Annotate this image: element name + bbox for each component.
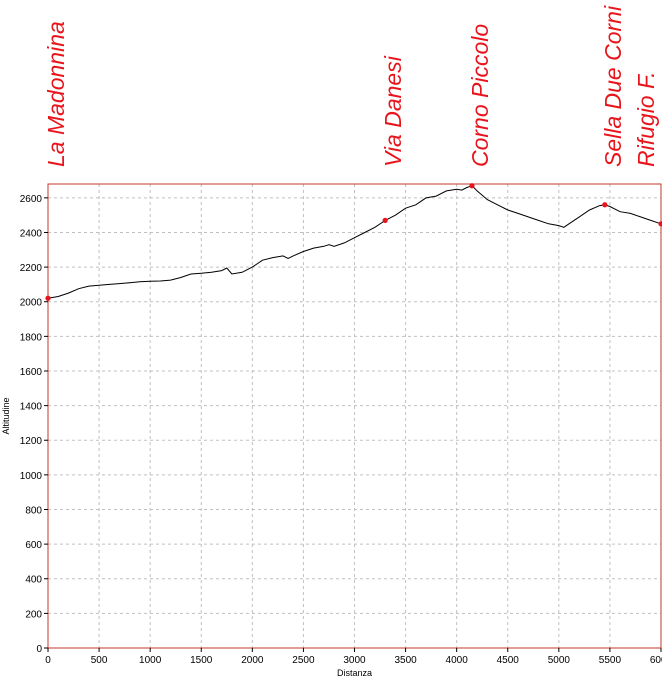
- x-tick-label: 2500: [292, 655, 315, 666]
- x-tick-label: 6000: [650, 655, 662, 666]
- elevation-line: [47, 185, 662, 299]
- y-tick-label: 2000: [20, 298, 43, 309]
- x-tick-label: 5000: [548, 655, 571, 666]
- x-tick-label: 0: [45, 655, 51, 666]
- y-axis-title: Altitudine: [1, 397, 11, 434]
- x-tick-label: 4000: [446, 655, 469, 666]
- y-tick-label: 1600: [20, 367, 43, 378]
- waypoint-marker: [602, 202, 608, 208]
- waypoint-markers: [45, 183, 662, 301]
- x-tick-label: 3500: [394, 655, 417, 666]
- y-tick-label: 2600: [20, 194, 43, 205]
- waypoint-label: La Madonnina: [43, 21, 69, 167]
- x-axis-title: Distanza: [337, 668, 372, 678]
- y-tick-label: 0: [36, 644, 42, 655]
- y-tick-label: 200: [25, 609, 42, 620]
- waypoint-label: Rifugio F.: [633, 72, 659, 167]
- chart-grid: [48, 184, 661, 648]
- y-tick-label: 1000: [20, 471, 43, 482]
- waypoint-label: Corno Piccolo: [467, 24, 493, 167]
- y-tick-label: 1200: [20, 436, 43, 447]
- y-tick-label: 600: [25, 540, 42, 551]
- x-tick-label: 3000: [343, 655, 366, 666]
- y-tick-label: 1800: [20, 332, 43, 343]
- waypoint-marker: [382, 217, 388, 223]
- axis-ticks: 0 500 1000 1500 2000 2500 3000 3500 4000 4500 5000…: [20, 194, 662, 666]
- x-tick-label: 4500: [497, 655, 520, 666]
- x-tick-label: 5500: [599, 655, 622, 666]
- y-tick-label: 400: [25, 575, 42, 586]
- x-tick-label: 1000: [139, 655, 162, 666]
- x-tick-label: 2000: [241, 655, 264, 666]
- waypoint-marker: [469, 183, 475, 189]
- y-tick-label: 2200: [20, 263, 43, 274]
- y-tick-label: 800: [25, 505, 42, 516]
- waypoint-marker: [658, 221, 662, 227]
- waypoint-label: Sella Due Corni: [600, 5, 626, 167]
- waypoint-labels: La Madonnina Via Danesi Corno Piccolo Sella…: [43, 5, 659, 167]
- x-tick-label: 1500: [190, 655, 213, 666]
- waypoint-label: Via Danesi: [380, 55, 406, 167]
- waypoint-marker: [45, 295, 51, 301]
- y-tick-label: 1400: [20, 402, 43, 413]
- y-tick-label: 2400: [20, 228, 43, 239]
- x-tick-label: 500: [91, 655, 108, 666]
